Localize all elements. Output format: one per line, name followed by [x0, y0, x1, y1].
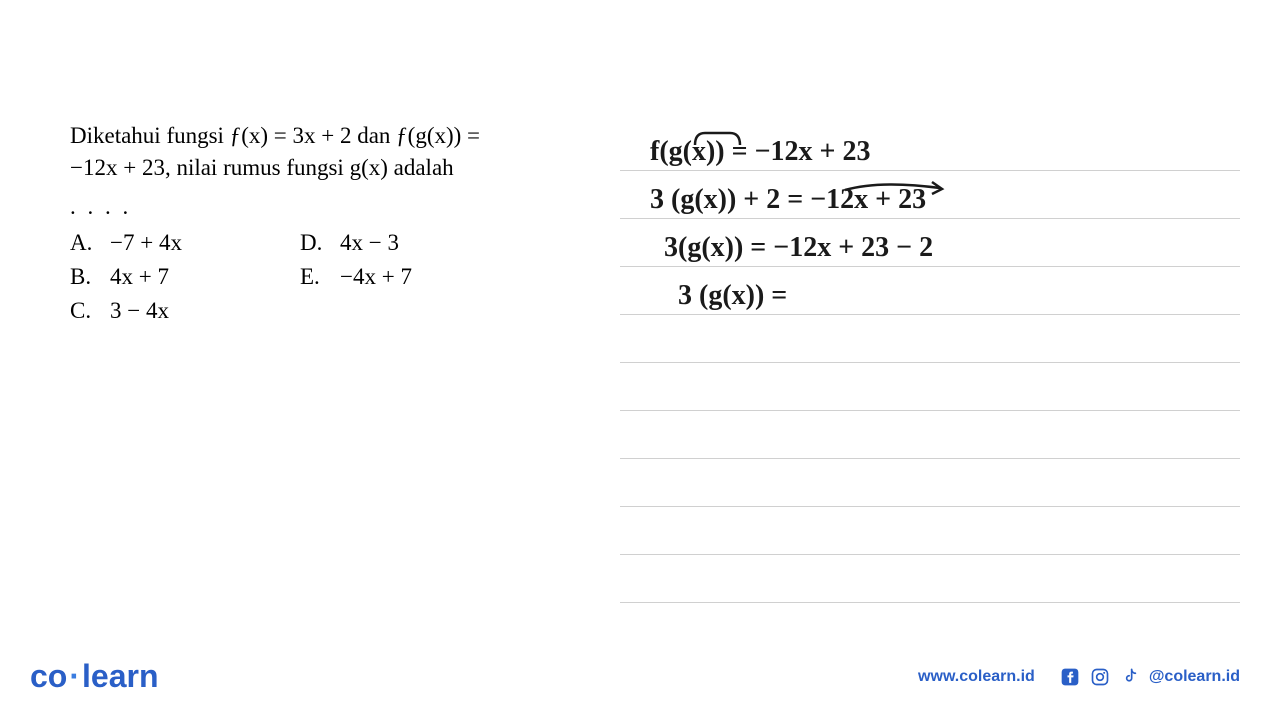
option-letter: B. [70, 264, 110, 290]
logo-part-2: learn [82, 658, 158, 694]
option-text: 3 − 4x [110, 298, 169, 324]
rule-line [620, 602, 1240, 603]
question-text: Diketahui fungsi ƒ(x) = 3x + 2 dan ƒ(g(x… [70, 120, 600, 184]
option-d: D. 4x − 3 [300, 230, 530, 256]
rule-line [620, 554, 1240, 555]
footer: co·learn www.colearn.id @colearn.id [0, 658, 1280, 695]
website-link[interactable]: www.colearn.id [918, 668, 1035, 686]
handwritten-work: f(g(x)) = −12x + 23 3 (g(x)) + 2 = −12x … [650, 120, 1240, 320]
option-a: A. −7 + 4x [70, 230, 300, 256]
bracket-annotation-icon [690, 130, 750, 150]
facebook-icon[interactable] [1059, 666, 1081, 688]
rule-line [620, 362, 1240, 363]
answer-options: A. −7 + 4x D. 4x − 3 B. 4x + 7 E. −4x + … [70, 230, 600, 324]
option-c: C. 3 − 4x [70, 298, 300, 324]
option-letter: E. [300, 264, 340, 290]
footer-right: www.colearn.id @colearn.id [918, 666, 1240, 688]
social-icons: @colearn.id [1059, 666, 1240, 688]
option-e: E. −4x + 7 [300, 264, 530, 290]
option-b: B. 4x + 7 [70, 264, 300, 290]
arrow-annotation-icon [840, 178, 960, 198]
option-text: −4x + 7 [340, 264, 412, 290]
question-line-2: −12x + 23, nilai rumus fungsi g(x) adala… [70, 155, 454, 180]
rule-line [620, 410, 1240, 411]
option-text: −7 + 4x [110, 230, 182, 256]
logo: co·learn [30, 658, 158, 695]
logo-dot-icon: · [69, 658, 80, 694]
option-letter: C. [70, 298, 110, 324]
question-dots: . . . . [70, 194, 600, 220]
rule-line [620, 458, 1240, 459]
work-panel: f(g(x)) = −12x + 23 3 (g(x)) + 2 = −12x … [620, 120, 1240, 324]
social-handle: @colearn.id [1149, 668, 1240, 686]
work-line-3: 3(g(x)) = −12x + 23 − 2 [650, 224, 1240, 272]
option-text: 4x + 7 [110, 264, 169, 290]
option-text: 4x − 3 [340, 230, 399, 256]
rule-line [620, 506, 1240, 507]
work-line-4: 3 (g(x)) = [650, 272, 1240, 320]
tiktok-icon[interactable] [1119, 666, 1141, 688]
logo-part-1: co [30, 658, 67, 694]
option-letter: A. [70, 230, 110, 256]
question-line-1: Diketahui fungsi ƒ(x) = 3x + 2 dan ƒ(g(x… [70, 123, 480, 148]
option-letter: D. [300, 230, 340, 256]
question-panel: Diketahui fungsi ƒ(x) = 3x + 2 dan ƒ(g(x… [70, 120, 620, 324]
instagram-icon[interactable] [1089, 666, 1111, 688]
